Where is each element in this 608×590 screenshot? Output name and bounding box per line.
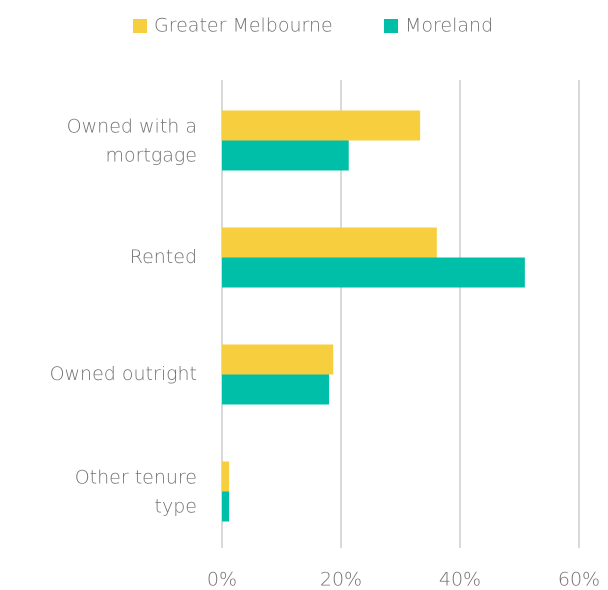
y-tick-label: Rented [130, 246, 197, 268]
y-tick-label: Owned with a mortgage [67, 115, 197, 166]
bar [222, 110, 421, 141]
x-tick-label: 20% [320, 569, 362, 590]
bar [222, 374, 330, 405]
bar [222, 257, 525, 288]
y-tick-label: Other tenure type [75, 466, 197, 517]
bar [222, 461, 230, 492]
legend-label: Moreland [405, 15, 493, 37]
bar [222, 140, 349, 171]
legend-label: Greater Melbourne [154, 15, 333, 37]
x-tick-label: 40% [439, 569, 481, 590]
x-tick-label: 60% [558, 569, 600, 590]
x-tick-label: 0% [207, 569, 237, 590]
bar [222, 344, 334, 375]
bar [222, 227, 437, 258]
legend-swatch [384, 19, 398, 33]
bar [222, 491, 230, 522]
legend-swatch [133, 19, 147, 33]
y-tick-label: Owned outright [50, 363, 197, 385]
